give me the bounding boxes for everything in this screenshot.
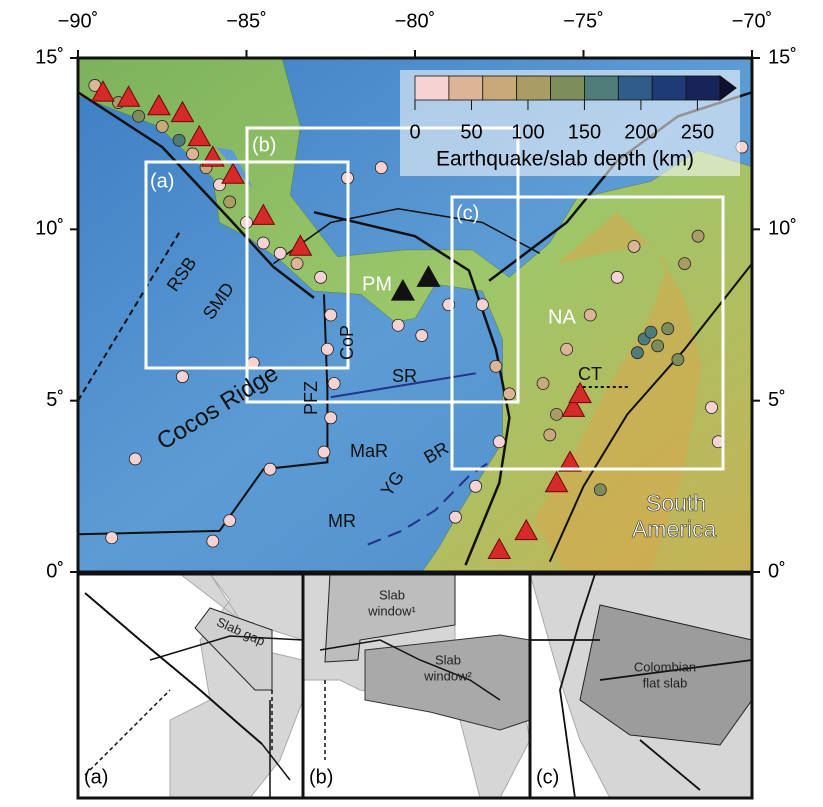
figure: 0 50 100 150 200 250 Earthquake/slab depth (k…	[0, 0, 823, 802]
colorbar-tick-label: 200	[624, 121, 657, 143]
earthquake	[291, 258, 303, 270]
earthquake	[257, 237, 269, 249]
earthquake	[611, 271, 623, 283]
earthquake	[561, 343, 573, 355]
colorbar-tick-label: 150	[568, 121, 601, 143]
earthquake	[662, 323, 674, 335]
earthquake	[416, 330, 428, 342]
earthquake	[476, 299, 488, 311]
map-label: NA	[548, 306, 576, 328]
lat-tick-label: 15˚	[35, 46, 64, 68]
earthquake	[129, 453, 141, 465]
colorbar-tick-label: 100	[511, 121, 544, 143]
colorbar-tick-label: 50	[460, 121, 482, 143]
lon-tick-label: −70˚	[732, 10, 773, 32]
earthquake	[318, 446, 330, 458]
map-label: PFZ	[301, 381, 321, 415]
map-label: America	[632, 516, 717, 542]
earthquake	[628, 240, 640, 252]
colorbar-tick-label: 0	[409, 121, 420, 143]
colorbar-cell	[584, 76, 618, 100]
lat-tick-label: 10˚	[35, 218, 64, 240]
earthquake	[224, 515, 236, 527]
box-label: (a)	[150, 170, 174, 192]
earthquake	[176, 371, 188, 383]
earthquake	[490, 360, 502, 372]
map-label: CoP	[337, 325, 357, 360]
earthquake	[631, 347, 643, 359]
inset-panel: (c)	[536, 766, 559, 788]
box-label: (c)	[456, 202, 479, 224]
lon-tick-label: −80˚	[395, 10, 436, 32]
earthquake	[692, 230, 704, 242]
earthquake	[156, 121, 168, 133]
lat-tick-label: 5˚	[768, 389, 786, 411]
map-label: MaR	[350, 441, 388, 461]
inset-label: window¹	[367, 603, 416, 618]
earthquake	[584, 309, 596, 321]
earthquake	[325, 412, 337, 424]
earthquake	[537, 378, 549, 390]
colorbar-cell	[618, 76, 652, 100]
earthquake	[449, 511, 461, 523]
inset-label: Colombian	[634, 659, 696, 674]
lon-tick-label: −75˚	[563, 10, 604, 32]
earthquake	[274, 247, 286, 259]
lat-tick-label: 15˚	[768, 46, 797, 68]
earthquake	[133, 110, 145, 122]
earthquake	[652, 340, 664, 352]
earthquake	[187, 148, 199, 160]
lat-tick-label: 0˚	[46, 560, 64, 582]
inset-label: window²	[423, 668, 472, 683]
colorbar-cell	[449, 76, 483, 100]
inset-label: flat slab	[643, 675, 688, 690]
inset-label: Slab	[379, 587, 405, 602]
inset-label: Slab	[435, 652, 461, 667]
earthquake	[315, 271, 327, 283]
earthquake	[551, 408, 563, 420]
earthquake	[207, 535, 219, 547]
map-label: SR	[392, 366, 417, 386]
earthquake	[594, 484, 606, 496]
earthquake	[503, 388, 515, 400]
lat-tick-label: 10˚	[768, 218, 797, 240]
lat-tick-label: 0˚	[768, 560, 786, 582]
earthquake	[173, 134, 185, 146]
lon-tick-label: −90˚	[58, 10, 99, 32]
colorbar-title: Earthquake/slab depth (km)	[436, 148, 694, 171]
earthquake	[375, 162, 387, 174]
insets: Slab gap (a) Slab window¹ Slab window² (…	[78, 574, 752, 798]
earthquake	[264, 463, 276, 475]
earthquake	[106, 532, 118, 544]
earthquake	[679, 258, 691, 270]
colorbar-cell	[517, 76, 551, 100]
lon-tick-label: −85˚	[226, 10, 267, 32]
box-label: (b)	[252, 134, 276, 156]
earthquake	[224, 196, 236, 208]
colorbar-cell	[551, 76, 585, 100]
colorbar-cell	[652, 76, 686, 100]
inset-panel: (a)	[84, 766, 108, 788]
earthquake	[328, 378, 340, 390]
colorbar-cell	[686, 76, 720, 100]
map-label: MR	[328, 511, 356, 531]
earthquake	[321, 343, 333, 355]
earthquake	[706, 402, 718, 414]
earthquake	[493, 436, 505, 448]
earthquake	[470, 480, 482, 492]
colorbar-cell	[415, 76, 449, 100]
earthquake	[645, 326, 657, 338]
colorbar-cell	[483, 76, 517, 100]
earthquake	[325, 309, 337, 321]
map-label: South	[646, 490, 706, 516]
colorbar-tick-label: 250	[681, 121, 714, 143]
earthquake	[544, 429, 556, 441]
earthquake	[672, 354, 684, 366]
map-label: CT	[578, 364, 602, 384]
map-label: PM	[362, 273, 392, 295]
lat-tick-label: 5˚	[46, 389, 64, 411]
earthquake	[392, 319, 404, 331]
inset-panel: (b)	[309, 766, 333, 788]
